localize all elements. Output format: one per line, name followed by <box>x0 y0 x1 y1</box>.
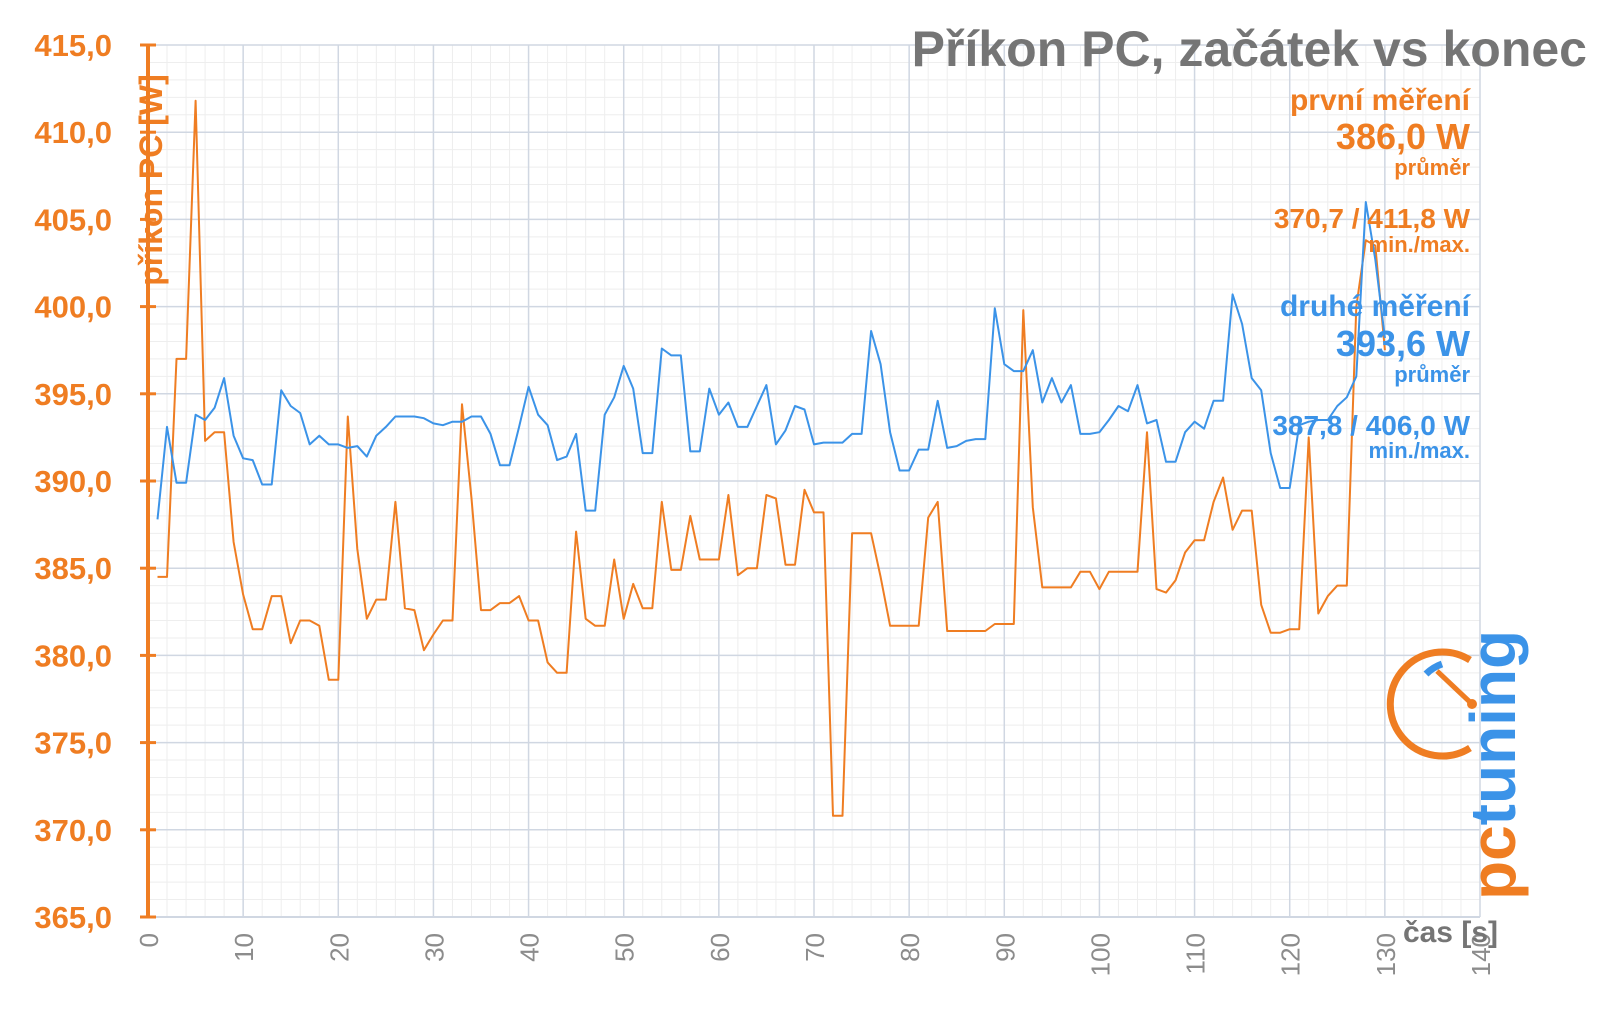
x-tick-label: 80 <box>895 933 925 962</box>
x-tick-label: 60 <box>705 933 735 962</box>
second-average-label: průměr <box>1394 362 1470 387</box>
first-minmax-label: min./max. <box>1369 232 1470 257</box>
y-tick-label: 415,0 <box>34 28 112 63</box>
second-average-value: 393,6 W <box>1336 323 1470 364</box>
y-tick-label: 390,0 <box>34 464 112 499</box>
x-tick-label: 20 <box>324 933 354 962</box>
major-gridlines <box>147 44 1481 918</box>
y-tick-label: 410,0 <box>34 115 112 150</box>
x-tick-label: 140 <box>1466 933 1496 976</box>
y-tick-label: 385,0 <box>34 551 112 586</box>
x-tick-label: 0 <box>134 933 164 947</box>
logo-wordmark: pctuning <box>1457 630 1529 900</box>
y-tick-label: 370,0 <box>34 813 112 848</box>
x-tick-label: 120 <box>1276 933 1306 976</box>
y-tick-label: 405,0 <box>34 202 112 237</box>
x-tick-label: 110 <box>1181 933 1211 974</box>
first-average-label: průměr <box>1394 155 1470 180</box>
x-tick-label: 70 <box>800 933 830 962</box>
series-line-second-measurement <box>156 201 1386 520</box>
y-tick-label: 395,0 <box>34 377 112 412</box>
chart-title: Příkon PC, začátek vs konec <box>912 21 1587 77</box>
y-tick-label: 380,0 <box>34 638 112 673</box>
x-tick-label: 30 <box>419 933 449 962</box>
y-tick-label: 375,0 <box>34 726 112 761</box>
pctuning-logo: pctuning <box>1386 630 1529 900</box>
first-measurement-annotation: první měření 386,0 W průměr 370,7 / 411,… <box>1274 84 1472 257</box>
series-layer <box>156 99 1386 817</box>
x-tick-label: 100 <box>1085 933 1115 976</box>
x-tick-label: 50 <box>610 933 640 962</box>
first-average-value: 386,0 W <box>1336 116 1470 157</box>
x-axis-ticks: 0 10 20 30 40 50 60 70 80 90 100 110 120 130 140 <box>134 933 1496 976</box>
second-minmax-value: 387,8 / 406,0 W <box>1272 410 1470 441</box>
y-tick-label: 400,0 <box>34 290 112 325</box>
y-tick-label: 365,0 <box>34 900 112 935</box>
x-axis-label: čas [s] <box>1403 916 1498 949</box>
y-axis-ticks: 365,0 370,0 375,0 380,0 385,0 390,0 395,0 400,0… <box>34 28 112 935</box>
x-tick-label: 130 <box>1371 933 1401 976</box>
x-tick-label: 90 <box>990 933 1020 962</box>
series-line-first-measurement <box>157 99 1386 817</box>
x-tick-label: 40 <box>515 933 545 962</box>
speedometer-icon <box>1386 648 1477 760</box>
axes <box>140 43 1480 919</box>
first-series-name: první měření <box>1290 84 1472 117</box>
second-measurement-annotation: druhé měření 393,6 W průměr 387,8 / 406,… <box>1272 290 1471 463</box>
x-tick-label: 10 <box>229 933 259 962</box>
y-axis-label: příkon PC [W] <box>133 74 169 286</box>
first-minmax-value: 370,7 / 411,8 W <box>1274 203 1471 234</box>
second-minmax-label: min./max. <box>1369 438 1470 463</box>
second-series-name: druhé měření <box>1280 290 1472 323</box>
